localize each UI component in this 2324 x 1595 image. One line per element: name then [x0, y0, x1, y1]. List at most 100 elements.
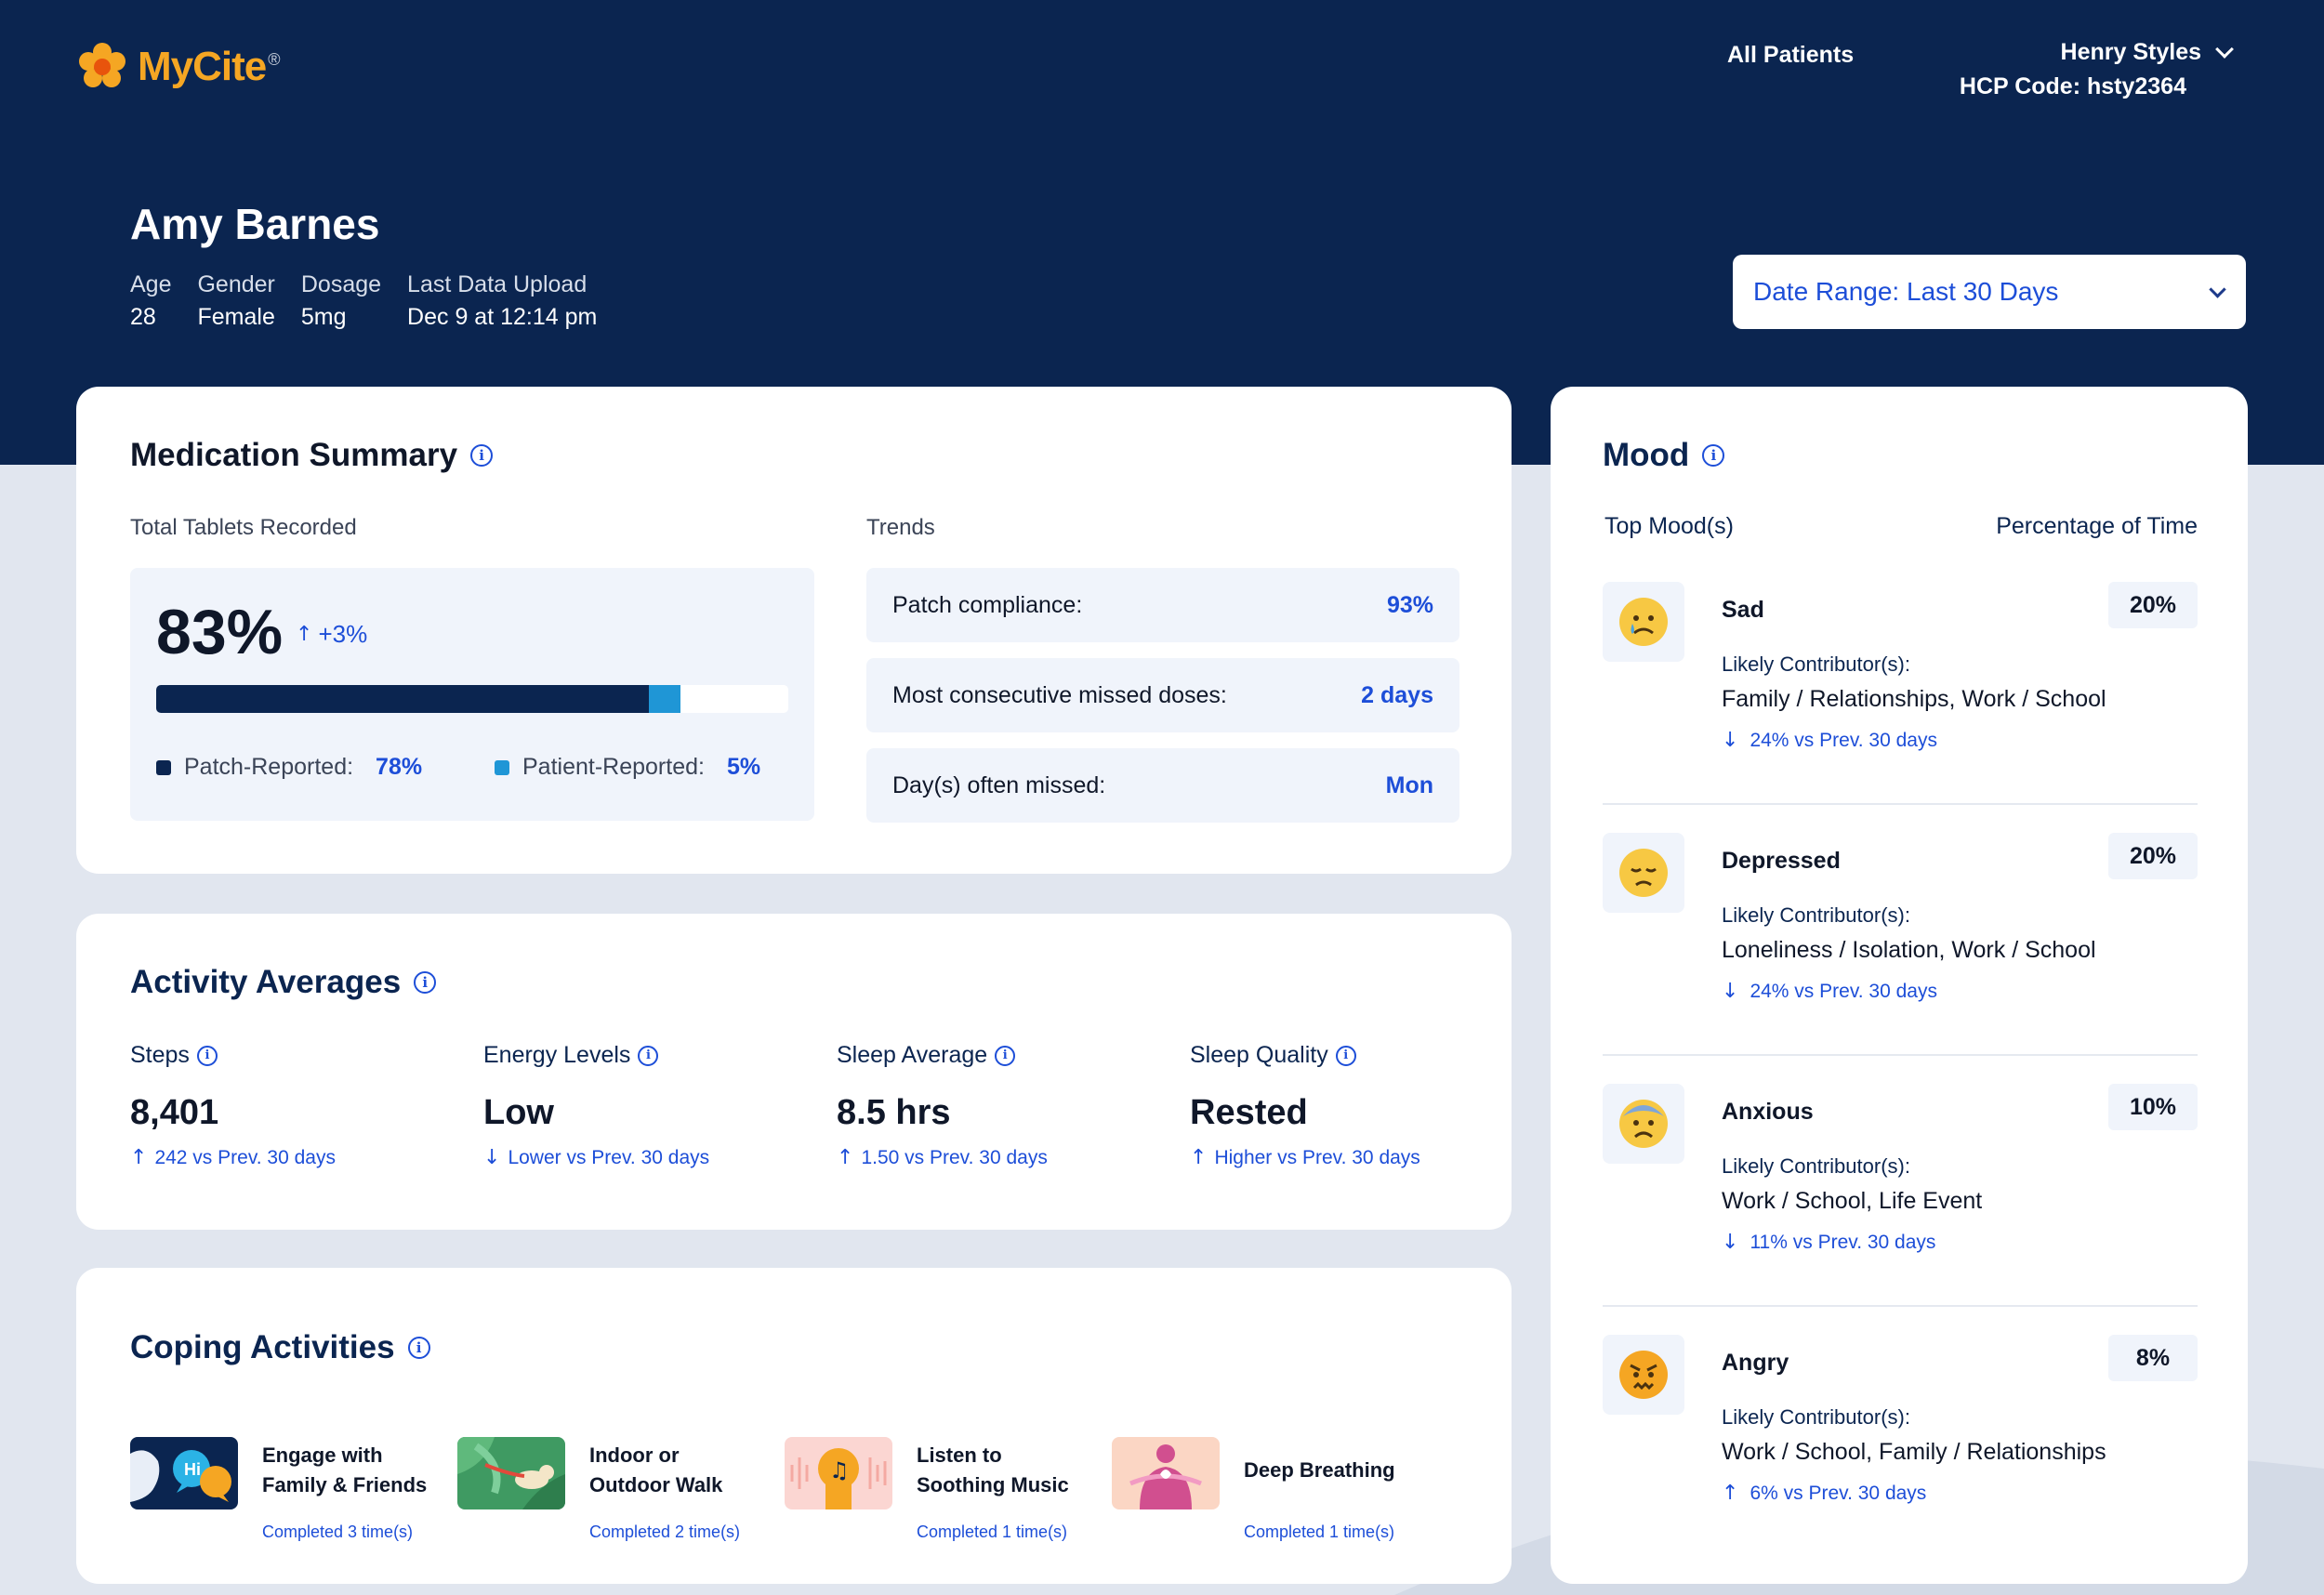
trend-row: Patch compliance: 93% — [866, 568, 1459, 642]
logo-text: MyCite — [138, 44, 267, 89]
coping-completed: Completed 2 time(s) — [589, 1522, 741, 1541]
sad-face-icon — [1603, 582, 1684, 662]
metric-value: Low — [483, 1093, 554, 1132]
legend-patient: Patient-Reported: 5% — [495, 754, 760, 781]
user-name: Henry Styles — [2060, 39, 2201, 65]
top-moods-header: Top Mood(s) — [1604, 513, 1734, 539]
coping-name-line: Engage with — [262, 1443, 383, 1467]
info-icon[interactable]: i — [995, 1045, 1016, 1066]
arrow-down-icon: ↓ — [1722, 729, 1739, 752]
logo-registered-mark: ® — [268, 49, 281, 69]
info-icon[interactable]: i — [470, 444, 494, 467]
user-menu[interactable]: Henry Styles HCP Code: hsty2364 — [1959, 39, 2234, 100]
card-title: Activity Averages i — [130, 964, 437, 1001]
coping-name-line: Listen to — [917, 1443, 1002, 1467]
patient-field-dosage: Dosage 5mg — [301, 271, 381, 331]
mood-delta-text: 6% vs Prev. 30 days — [1750, 1482, 1927, 1504]
field-value: Female — [197, 304, 275, 330]
date-range-select[interactable]: Date Range: Last 30 Days — [1733, 255, 2246, 329]
tablets-progress-bar — [156, 685, 788, 713]
mood-delta: ↓ 24% vs Prev. 30 days — [1722, 729, 1937, 752]
patch-swatch — [156, 759, 171, 775]
coping-activities-title: Coping Activities — [130, 1329, 395, 1365]
metric-value: Rested — [1190, 1093, 1308, 1132]
tablets-panel: 83% ↑ +3% Patch-Reported: 78% Patient-Re… — [130, 568, 814, 821]
medication-summary-card: Medication Summary i Total Tablets Recor… — [76, 387, 1512, 874]
patient-field-age: Age 28 — [130, 271, 171, 331]
legend-value: 78% — [376, 754, 423, 780]
patient-reported-fill — [649, 685, 681, 713]
coping-name: Deep Breathing — [1244, 1456, 1395, 1485]
arrow-up-icon: ↑ — [837, 1146, 854, 1169]
mood-percent: 10% — [2108, 1084, 2198, 1130]
info-icon[interactable]: i — [414, 971, 437, 994]
field-label: Last Data Upload — [407, 271, 588, 297]
coping-item-music[interactable]: ♫ Listen to Soothing Music Completed 1 t… — [785, 1437, 1101, 1541]
metric-delta: ↑ 242 vs Prev. 30 days — [130, 1146, 465, 1169]
mood-delta-text: 24% vs Prev. 30 days — [1750, 980, 1937, 1002]
metric-delta: ↑ Higher vs Prev. 30 days — [1190, 1146, 1525, 1169]
info-icon[interactable]: i — [196, 1045, 218, 1066]
mood-percent: 20% — [2108, 582, 2198, 628]
coping-item-walk[interactable]: Indoor or Outdoor Walk Completed 2 time(… — [457, 1437, 773, 1541]
metric-delta-text: 1.50 vs Prev. 30 days — [861, 1146, 1048, 1168]
coping-item-breathing[interactable]: Deep Breathing Completed 1 time(s) — [1112, 1437, 1428, 1541]
trends-label: Trends — [866, 515, 935, 540]
likely-contributors-label: Likely Contributor(s): — [1722, 652, 1910, 676]
arrow-down-icon: ↓ — [1722, 1231, 1739, 1254]
metric-value: 8.5 hrs — [837, 1093, 951, 1132]
info-icon[interactable]: i — [407, 1337, 430, 1359]
field-label: Dosage — [300, 271, 382, 297]
info-icon[interactable]: i — [638, 1045, 659, 1066]
trend-label: Patch compliance: — [892, 591, 1083, 618]
arrow-up-icon: ↑ — [1722, 1482, 1739, 1505]
metric-label-row: Sleep Quality i — [1190, 1042, 1525, 1069]
chevron-down-icon — [2209, 280, 2226, 298]
music-icon: ♫ — [785, 1437, 892, 1509]
mood-contributors: Family / Relationships, Work / School — [1722, 686, 2106, 712]
hcp-code: HCP Code: hsty2364 — [1959, 73, 2186, 99]
mood-name: Anxious — [1722, 1099, 1814, 1125]
mood-item-depressed: Depressed 20% Likely Contributor(s): Lon… — [1603, 833, 2198, 1056]
user-name-row[interactable]: Henry Styles — [1960, 39, 2234, 66]
legend-value: 5% — [726, 754, 761, 780]
metric-label: Sleep Quality — [1190, 1042, 1328, 1068]
all-patients-link[interactable]: All Patients — [1727, 42, 1855, 68]
trend-row: Most consecutive missed doses: 2 days — [866, 658, 1459, 732]
metric-steps: Steps i 8,401 ↑ 242 vs Prev. 30 days — [130, 1042, 465, 1169]
coping-activities-card: Coping Activities i Hi Engage with Famil… — [76, 1268, 1512, 1584]
mood-delta-text: 24% vs Prev. 30 days — [1750, 729, 1937, 751]
trend-row: Day(s) often missed: Mon — [866, 748, 1459, 823]
metric-delta-text: Higher vs Prev. 30 days — [1214, 1146, 1420, 1168]
chat-bubbles-icon: Hi — [130, 1437, 238, 1509]
activity-averages-card: Activity Averages i Steps i 8,401 ↑ 242 … — [76, 914, 1512, 1230]
anxious-face-icon — [1603, 1084, 1684, 1164]
chevron-down-icon[interactable] — [2215, 39, 2234, 59]
mood-delta: ↓ 11% vs Prev. 30 days — [1722, 1231, 1935, 1254]
mood-percent: 8% — [2108, 1335, 2198, 1381]
depressed-face-icon — [1603, 833, 1684, 913]
mood-contributors: Work / School, Life Event — [1722, 1188, 1983, 1214]
flower-logo-icon — [79, 43, 125, 87]
svg-text:Hi: Hi — [184, 1460, 201, 1479]
trend-value: 2 days — [1361, 681, 1433, 708]
metric-label: Steps — [130, 1042, 190, 1068]
patient-swatch — [495, 759, 509, 775]
mood-card: Mood i Top Mood(s) Percentage of Time Sa… — [1551, 387, 2248, 1584]
mood-item-angry: Angry 8% Likely Contributor(s): Work / S… — [1603, 1335, 2198, 1558]
legend-label: Patient-Reported: — [522, 754, 705, 780]
info-icon[interactable]: i — [1702, 444, 1725, 467]
card-title: Mood i — [1603, 437, 1725, 474]
mood-item-anxious: Anxious 10% Likely Contributor(s): Work … — [1603, 1084, 2198, 1307]
metric-delta-text: 242 vs Prev. 30 days — [154, 1146, 336, 1168]
coping-name-line: Soothing Music — [917, 1473, 1069, 1496]
breathing-icon — [1112, 1437, 1220, 1509]
metric-delta-text: Lower vs Prev. 30 days — [508, 1146, 710, 1168]
info-icon[interactable]: i — [1335, 1045, 1356, 1066]
coping-completed: Completed 1 time(s) — [1244, 1522, 1395, 1541]
activity-averages-title: Activity Averages — [130, 964, 402, 1000]
mood-delta: ↑ 6% vs Prev. 30 days — [1722, 1482, 1926, 1505]
coping-completed: Completed 3 time(s) — [262, 1522, 414, 1541]
coping-item-engage[interactable]: Hi Engage with Family & Friends Complete… — [130, 1437, 446, 1541]
mycite-logo[interactable]: MyCite ® — [76, 41, 281, 93]
